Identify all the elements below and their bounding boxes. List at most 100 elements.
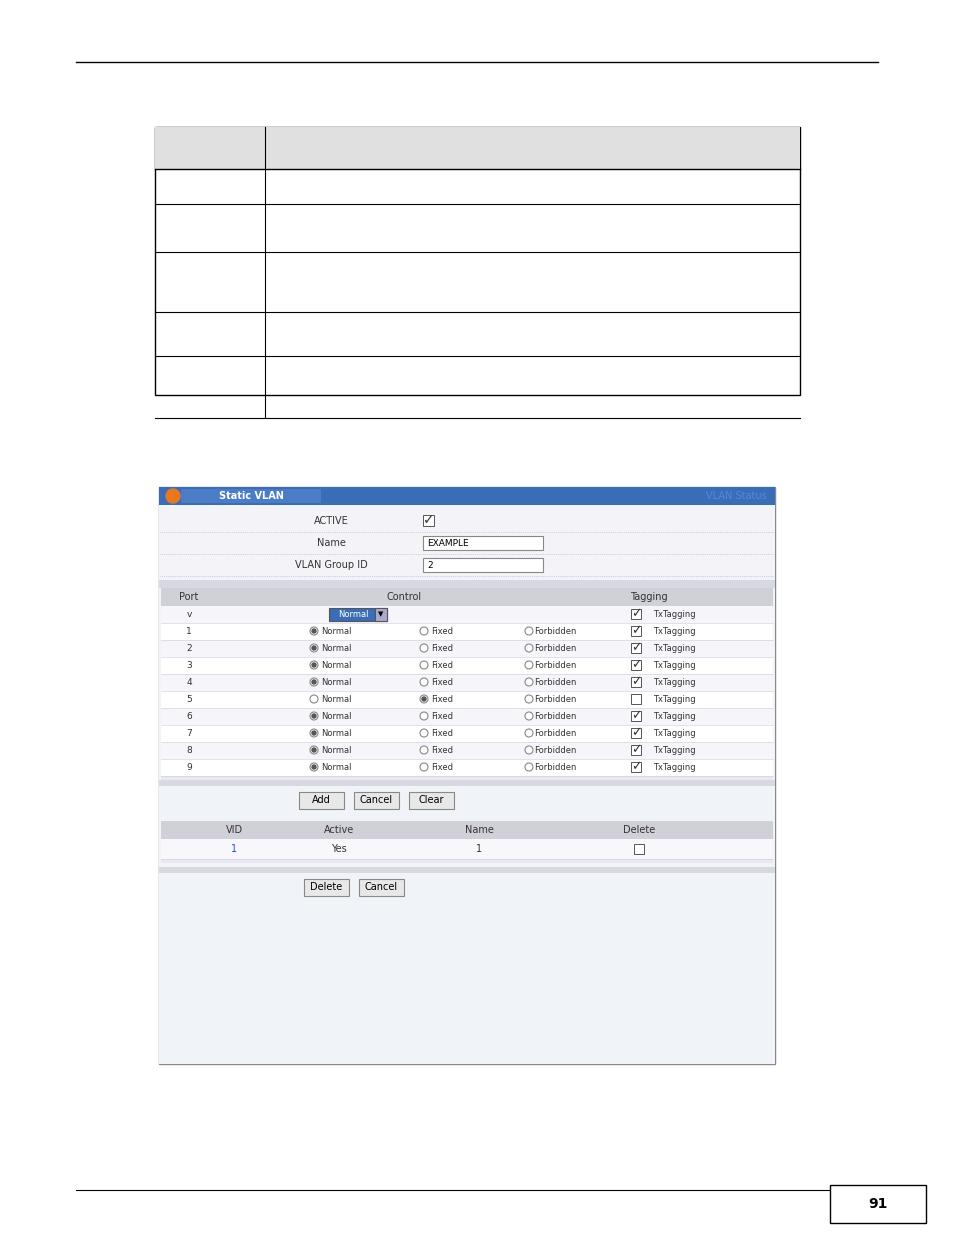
Circle shape (419, 713, 428, 720)
Circle shape (312, 629, 315, 634)
Bar (161, 657, 772, 674)
Bar (160, 555, 773, 576)
Bar (630, 609, 640, 619)
Text: Normal: Normal (320, 694, 351, 704)
Text: 6: 6 (186, 711, 192, 720)
Bar (630, 745, 640, 755)
Text: VLAN Group ID: VLAN Group ID (294, 559, 368, 571)
Circle shape (310, 661, 317, 669)
Text: ✓: ✓ (630, 761, 640, 773)
Bar (154, 127, 800, 395)
Circle shape (310, 746, 317, 755)
Bar (181, 489, 320, 503)
Text: ACTIVE: ACTIVE (314, 516, 349, 526)
Circle shape (524, 661, 533, 669)
Text: Name: Name (464, 825, 493, 835)
Circle shape (166, 489, 180, 503)
Bar (161, 708, 772, 725)
Circle shape (310, 678, 317, 685)
Text: TxTagging: TxTagging (652, 643, 695, 652)
Circle shape (310, 713, 317, 720)
Text: ▼: ▼ (378, 611, 383, 618)
Circle shape (419, 763, 428, 771)
Text: ✓: ✓ (630, 641, 640, 655)
Bar (422, 515, 434, 526)
Bar (630, 762, 640, 772)
Text: EXAMPLE: EXAMPLE (427, 538, 468, 547)
Text: Fixed: Fixed (431, 694, 453, 704)
Text: Delete: Delete (622, 825, 655, 835)
Circle shape (524, 746, 533, 755)
Bar (630, 694, 640, 704)
Circle shape (310, 695, 317, 703)
Text: Forbidden: Forbidden (534, 643, 576, 652)
Circle shape (419, 627, 428, 635)
Bar (375, 608, 387, 621)
Bar (630, 643, 640, 653)
Bar (161, 821, 772, 839)
Bar (161, 725, 772, 742)
Text: 7: 7 (186, 729, 192, 737)
Circle shape (421, 697, 426, 701)
Bar (634, 844, 643, 853)
Bar (298, 792, 344, 809)
Bar (154, 127, 800, 169)
Text: Forbidden: Forbidden (534, 729, 576, 737)
Circle shape (310, 763, 317, 771)
Bar (329, 608, 387, 621)
Bar (422, 536, 542, 550)
Bar (160, 510, 773, 532)
Bar (304, 879, 349, 897)
Circle shape (312, 680, 315, 684)
Text: 9: 9 (186, 762, 192, 772)
Circle shape (312, 748, 315, 752)
Bar (630, 677, 640, 687)
Text: 1: 1 (231, 844, 236, 853)
Text: Control: Control (386, 592, 421, 601)
Text: Normal: Normal (320, 746, 351, 755)
Bar (159, 580, 774, 588)
Text: 91: 91 (867, 1197, 886, 1212)
Circle shape (419, 746, 428, 755)
Circle shape (524, 643, 533, 652)
Text: 2: 2 (427, 561, 432, 569)
Text: Fixed: Fixed (431, 661, 453, 669)
Text: TxTagging: TxTagging (652, 694, 695, 704)
Bar (161, 674, 772, 692)
Circle shape (312, 663, 315, 667)
Circle shape (524, 713, 533, 720)
Bar (358, 879, 403, 897)
Text: TxTagging: TxTagging (652, 762, 695, 772)
Text: VLAN Status: VLAN Status (705, 492, 766, 501)
Bar (630, 659, 640, 671)
Text: Cancel: Cancel (364, 882, 397, 892)
Text: VID: VID (225, 825, 242, 835)
Circle shape (312, 646, 315, 650)
Bar (161, 760, 772, 776)
Text: Static VLAN: Static VLAN (218, 492, 283, 501)
Bar (159, 505, 774, 1065)
Circle shape (310, 729, 317, 737)
Text: 8: 8 (186, 746, 192, 755)
Bar (161, 640, 772, 657)
Text: Delete: Delete (310, 882, 342, 892)
Bar (422, 558, 542, 572)
Text: TxTagging: TxTagging (652, 626, 695, 636)
Text: Normal: Normal (320, 729, 351, 737)
Bar (630, 711, 640, 721)
Circle shape (524, 627, 533, 635)
Text: ✓: ✓ (630, 726, 640, 740)
Bar (829, 1186, 925, 1223)
Text: ✓: ✓ (422, 514, 434, 527)
Text: TxTagging: TxTagging (652, 610, 695, 619)
Text: TxTagging: TxTagging (652, 661, 695, 669)
Text: Fixed: Fixed (431, 678, 453, 687)
Text: Forbidden: Forbidden (534, 694, 576, 704)
Text: Normal: Normal (320, 626, 351, 636)
Text: Forbidden: Forbidden (534, 626, 576, 636)
Circle shape (310, 643, 317, 652)
Bar (159, 487, 774, 505)
Bar (161, 821, 772, 863)
Text: Fixed: Fixed (431, 762, 453, 772)
Bar (161, 839, 772, 860)
